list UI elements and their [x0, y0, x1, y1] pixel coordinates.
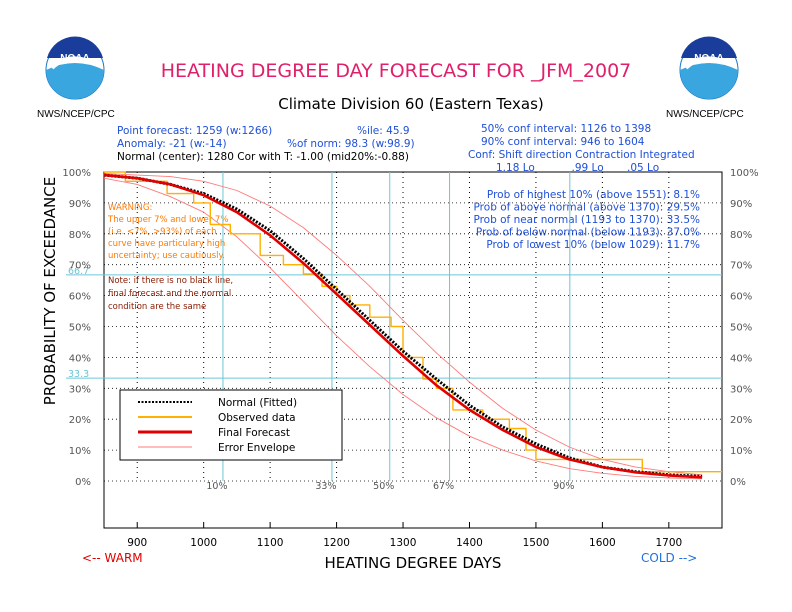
- y-tick-label-left: 60%: [69, 292, 91, 303]
- warning-line: uncertainty; use cautiously.: [108, 251, 225, 261]
- x-tick-label: 900: [127, 537, 147, 549]
- anomaly-text: Anomaly: -21 (w:-14): [117, 138, 227, 150]
- legend-label-final: Final Forecast: [218, 427, 290, 439]
- x-tick-label: 1200: [323, 537, 350, 549]
- probability-line: Prob of lowest 10% (below 1029): 11.7%: [486, 239, 700, 251]
- reference-vline-label: 90%: [553, 481, 574, 492]
- legend: Normal (Fitted) Observed data Final Fore…: [119, 389, 343, 461]
- chart-subtitle: Climate Division 60 (Eastern Texas): [278, 95, 543, 113]
- y-tick-label-left: 40%: [69, 353, 91, 364]
- point-forecast-text: Point forecast: 1259 (w:1266): [117, 125, 272, 137]
- y-tick-label-right: 30%: [730, 384, 752, 395]
- noaa-logo-right: NOAA: [679, 36, 739, 100]
- x-tick-label: 1400: [456, 537, 483, 549]
- x-tick-label: 1000: [190, 537, 217, 549]
- warning-title: WARNING:: [108, 203, 152, 213]
- y-tick-label-left: 70%: [69, 261, 91, 272]
- series: [103, 171, 722, 480]
- legend-label-observed: Observed data: [218, 412, 296, 424]
- y-tick-label-left: 50%: [69, 323, 91, 334]
- warning-line: curve have particulary high: [108, 239, 225, 249]
- stats-block: Point forecast: 1259 (w:1266) %ile: 45.9…: [117, 123, 695, 174]
- y-tick-label-left: 30%: [69, 384, 91, 395]
- y-tick-label-right: 100%: [730, 168, 759, 179]
- y-tick-label-right: 90%: [730, 199, 752, 210]
- noaa-logo-left: NOAA: [45, 36, 105, 100]
- warm-label: <-- WARM: [82, 551, 143, 565]
- reference-vline-label: 67%: [433, 481, 454, 492]
- reference-hline-label: 33.3: [68, 369, 89, 380]
- y-tick-label-right: 10%: [730, 446, 752, 457]
- x-tick-label: 1300: [390, 537, 417, 549]
- reference-vline-label: 10%: [206, 481, 227, 492]
- conf-values-text: 1.18 Lo .99 Lo .05 Lo: [496, 162, 659, 174]
- agency-label-right: NWS/NCEP/CPC: [666, 109, 744, 120]
- probability-line: Prob of near normal (1193 to 1370): 33.5…: [473, 214, 700, 226]
- y-tick-label-left: 20%: [69, 415, 91, 426]
- cold-label: COLD -->: [641, 551, 697, 565]
- y-tick-label-right: 0%: [730, 477, 746, 488]
- note-line: final forecast and the normal: [108, 289, 231, 299]
- warning-line: (i.e. <7%, >93%) of each: [108, 227, 216, 237]
- y-tick-label-left: 90%: [69, 199, 91, 210]
- warning-line: The upper 7% and lower 7%: [107, 215, 228, 225]
- y-tick-label-right: 70%: [730, 261, 752, 272]
- normal-center-text: Normal (center): 1280 Cor with T: -1.00 …: [117, 151, 409, 163]
- x-tick-label: 1600: [589, 537, 616, 549]
- reference-vline-label: 33%: [315, 481, 336, 492]
- y-tick-label-left: 100%: [62, 168, 91, 179]
- axis-ticks: 900 1000 1100 1200 1300 1400 1500 1600 1700 0% 0% 1…: [62, 168, 758, 549]
- observed-data-line: [104, 171, 722, 473]
- x-axis-label: HEATING DEGREE DAYS: [325, 554, 502, 572]
- grid: 66.7 33.3 10% 33% 50% 67% 90%: [66, 171, 722, 492]
- probability-block: Prob of highest 10% (above 1551): 8.1%Pr…: [473, 189, 700, 251]
- note-line: Note: if there is no black line,: [108, 276, 233, 286]
- conf90-text: 90% conf interval: 946 to 1604: [481, 136, 645, 148]
- probability-line: Prob of below normal (below 1193): 37.0%: [476, 227, 700, 239]
- conf50-text: 50% conf interval: 1126 to 1398: [481, 123, 651, 135]
- reference-hline-label: 66.7: [68, 266, 89, 277]
- y-tick-label-right: 80%: [730, 230, 752, 241]
- y-tick-label-right: 50%: [730, 323, 752, 334]
- note-line: condition are the same: [108, 302, 206, 312]
- y-tick-label-right: 20%: [730, 415, 752, 426]
- final-forecast-line: [103, 173, 703, 479]
- noaa-logo-text: NOAA: [60, 53, 89, 64]
- noaa-logo-text: NOAA: [694, 53, 723, 64]
- normal-fitted-line: [103, 173, 703, 478]
- y-tick-label-left: 10%: [69, 446, 91, 457]
- reference-vline-label: 50%: [373, 481, 394, 492]
- y-tick-label-right: 60%: [730, 292, 752, 303]
- legend-label-envelope: Error Envelope: [218, 442, 295, 454]
- error-envelope-lower: [103, 177, 703, 480]
- y-tick-label-left: 80%: [69, 230, 91, 241]
- x-tick-label: 1700: [655, 537, 682, 549]
- percent-of-normal-text: %of norm: 98.3 (w:98.9): [287, 138, 415, 150]
- agency-label-left: NWS/NCEP/CPC: [37, 109, 115, 120]
- probability-line: Prob of above normal (above 1370): 29.5%: [474, 202, 700, 214]
- y-tick-label-left: 0%: [75, 477, 91, 488]
- percentile-text: %ile: 45.9: [357, 125, 410, 137]
- probability-line: Prob of highest 10% (above 1551): 8.1%: [487, 189, 700, 201]
- chart-title: HEATING DEGREE DAY FORECAST FOR _JFM_200…: [161, 60, 632, 82]
- y-tick-label-right: 40%: [730, 353, 752, 364]
- x-tick-label: 1100: [257, 537, 284, 549]
- conf-header-text: Conf: Shift direction Contraction Integr…: [468, 149, 695, 161]
- x-tick-label: 1500: [523, 537, 550, 549]
- legend-label-normal: Normal (Fitted): [218, 397, 297, 409]
- y-axis-label: PROBABILITY OF EXCEEDANCE: [41, 177, 59, 405]
- warning-block: WARNING: The upper 7% and lower 7% (i.e.…: [107, 203, 233, 312]
